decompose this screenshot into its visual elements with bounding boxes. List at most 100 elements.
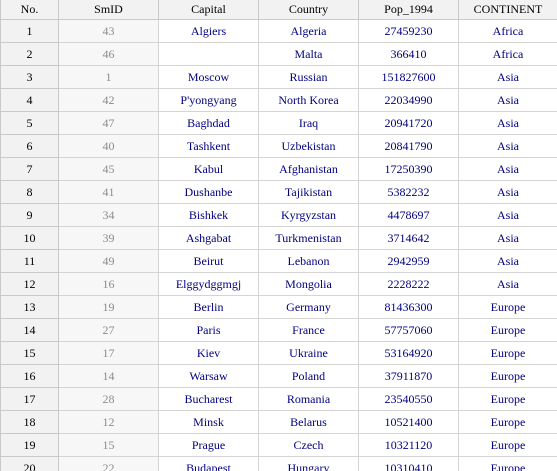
pop-1994-cell[interactable]: 22034990 [358, 88, 459, 112]
table-row[interactable]: 8 41 Dushanbe Tajikistan 5382232 Asia [0, 180, 557, 204]
country-cell[interactable]: Mongolia [258, 272, 359, 296]
row-number-cell[interactable]: 10 [0, 226, 59, 250]
smid-cell[interactable]: 45 [58, 157, 159, 181]
row-number-cell[interactable]: 3 [0, 65, 59, 89]
smid-cell[interactable]: 27 [58, 318, 159, 342]
pop-1994-cell[interactable]: 53164920 [358, 341, 459, 365]
smid-cell[interactable]: 15 [58, 433, 159, 457]
smid-cell[interactable]: 42 [58, 88, 159, 112]
column-header-country[interactable]: Country [258, 0, 359, 20]
capital-cell[interactable]: Baghdad [158, 111, 259, 135]
table-row[interactable]: 20 22 Budapest Hungary 10310410 Europe [0, 456, 557, 471]
pop-1994-cell[interactable]: 23540550 [358, 387, 459, 411]
country-cell[interactable]: France [258, 318, 359, 342]
capital-cell[interactable]: Elggydggmgj [158, 272, 259, 296]
column-header-pop-1994[interactable]: Pop_1994 [358, 0, 459, 20]
column-header-capital[interactable]: Capital [158, 0, 259, 20]
continent-cell[interactable]: Asia [458, 272, 557, 296]
row-number-cell[interactable]: 9 [0, 203, 59, 227]
table-row[interactable]: 18 12 Minsk Belarus 10521400 Europe [0, 410, 557, 434]
table-row[interactable]: 5 47 Baghdad Iraq 20941720 Asia [0, 111, 557, 135]
smid-cell[interactable]: 19 [58, 295, 159, 319]
table-row[interactable]: 13 19 Berlin Germany 81436300 Europe [0, 295, 557, 319]
smid-cell[interactable]: 16 [58, 272, 159, 296]
country-cell[interactable]: Belarus [258, 410, 359, 434]
row-number-cell[interactable]: 16 [0, 364, 59, 388]
capital-cell[interactable]: P'yongyang [158, 88, 259, 112]
row-number-cell[interactable]: 6 [0, 134, 59, 158]
country-cell[interactable]: Czech [258, 433, 359, 457]
row-number-cell[interactable]: 18 [0, 410, 59, 434]
table-row[interactable]: 7 45 Kabul Afghanistan 17250390 Asia [0, 157, 557, 181]
continent-cell[interactable]: Africa [458, 42, 557, 66]
country-cell[interactable]: Uzbekistan [258, 134, 359, 158]
smid-cell[interactable]: 17 [58, 341, 159, 365]
column-header-smid[interactable]: SmID [58, 0, 159, 20]
capital-cell[interactable]: Minsk [158, 410, 259, 434]
row-number-cell[interactable]: 2 [0, 42, 59, 66]
smid-cell[interactable]: 49 [58, 249, 159, 273]
continent-cell[interactable]: Europe [458, 295, 557, 319]
capital-cell[interactable]: Warsaw [158, 364, 259, 388]
pop-1994-cell[interactable]: 57757060 [358, 318, 459, 342]
capital-cell[interactable] [158, 42, 259, 66]
row-number-cell[interactable]: 20 [0, 456, 59, 471]
pop-1994-cell[interactable]: 27459230 [358, 19, 459, 43]
continent-cell[interactable]: Asia [458, 157, 557, 181]
continent-cell[interactable]: Asia [458, 65, 557, 89]
smid-cell[interactable]: 12 [58, 410, 159, 434]
smid-cell[interactable]: 43 [58, 19, 159, 43]
country-cell[interactable]: Afghanistan [258, 157, 359, 181]
row-number-cell[interactable]: 4 [0, 88, 59, 112]
table-row[interactable]: 17 28 Bucharest Romania 23540550 Europe [0, 387, 557, 411]
country-cell[interactable]: Romania [258, 387, 359, 411]
country-cell[interactable]: Ukraine [258, 341, 359, 365]
table-row[interactable]: 12 16 Elggydggmgj Mongolia 2228222 Asia [0, 272, 557, 296]
capital-cell[interactable]: Budapest [158, 456, 259, 471]
pop-1994-cell[interactable]: 20841790 [358, 134, 459, 158]
row-number-cell[interactable]: 19 [0, 433, 59, 457]
pop-1994-cell[interactable]: 2228222 [358, 272, 459, 296]
capital-cell[interactable]: Berlin [158, 295, 259, 319]
continent-cell[interactable]: Europe [458, 433, 557, 457]
pop-1994-cell[interactable]: 5382232 [358, 180, 459, 204]
capital-cell[interactable]: Prague [158, 433, 259, 457]
row-number-cell[interactable]: 15 [0, 341, 59, 365]
pop-1994-cell[interactable]: 20941720 [358, 111, 459, 135]
continent-cell[interactable]: Europe [458, 364, 557, 388]
table-row[interactable]: 3 1 Moscow Russian 151827600 Asia [0, 65, 557, 89]
country-cell[interactable]: Hungary [258, 456, 359, 471]
capital-cell[interactable]: Bishkek [158, 203, 259, 227]
country-cell[interactable]: Lebanon [258, 249, 359, 273]
capital-cell[interactable]: Ashgabat [158, 226, 259, 250]
country-cell[interactable]: Poland [258, 364, 359, 388]
pop-1994-cell[interactable]: 4478697 [358, 203, 459, 227]
pop-1994-cell[interactable]: 81436300 [358, 295, 459, 319]
table-row[interactable]: 4 42 P'yongyang North Korea 22034990 Asia [0, 88, 557, 112]
smid-cell[interactable]: 28 [58, 387, 159, 411]
smid-cell[interactable]: 40 [58, 134, 159, 158]
smid-cell[interactable]: 39 [58, 226, 159, 250]
pop-1994-cell[interactable]: 10310410 [358, 456, 459, 471]
capital-cell[interactable]: Moscow [158, 65, 259, 89]
continent-cell[interactable]: Asia [458, 226, 557, 250]
row-number-cell[interactable]: 12 [0, 272, 59, 296]
pop-1994-cell[interactable]: 10521400 [358, 410, 459, 434]
column-header-no[interactable]: No. [0, 0, 59, 20]
country-cell[interactable]: Malta [258, 42, 359, 66]
continent-cell[interactable]: Europe [458, 387, 557, 411]
country-cell[interactable]: Kyrgyzstan [258, 203, 359, 227]
pop-1994-cell[interactable]: 366410 [358, 42, 459, 66]
pop-1994-cell[interactable]: 37911870 [358, 364, 459, 388]
smid-cell[interactable]: 46 [58, 42, 159, 66]
table-row[interactable]: 19 15 Prague Czech 10321120 Europe [0, 433, 557, 457]
continent-cell[interactable]: Europe [458, 410, 557, 434]
country-cell[interactable]: North Korea [258, 88, 359, 112]
continent-cell[interactable]: Europe [458, 341, 557, 365]
smid-cell[interactable]: 34 [58, 203, 159, 227]
continent-cell[interactable]: Asia [458, 203, 557, 227]
row-number-cell[interactable]: 8 [0, 180, 59, 204]
row-number-cell[interactable]: 14 [0, 318, 59, 342]
continent-cell[interactable]: Europe [458, 456, 557, 471]
pop-1994-cell[interactable]: 151827600 [358, 65, 459, 89]
